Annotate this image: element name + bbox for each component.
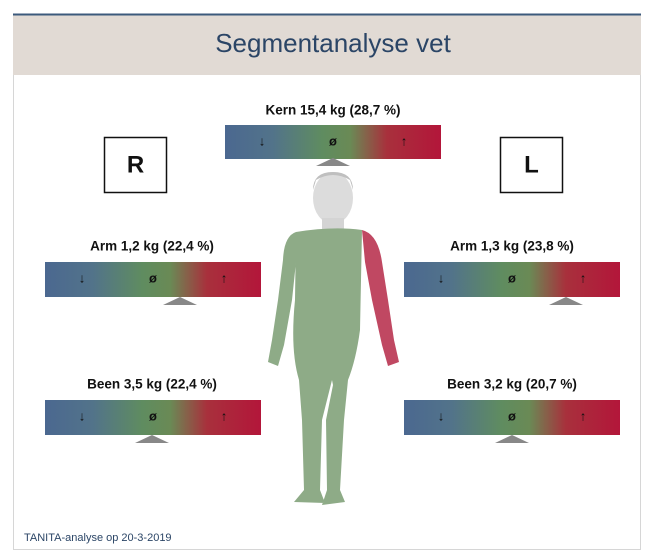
gauge-bar	[404, 262, 620, 297]
gauge-symbol: ø	[329, 133, 337, 148]
gauge-bar	[45, 400, 261, 435]
gauge-bar	[404, 400, 620, 435]
gauge-symbol: ↓	[79, 270, 86, 285]
side-box	[499, 136, 564, 194]
segment-label: Been 3,5 kg (22,4 %)	[87, 377, 217, 392]
title: Segmentanalyse vet	[215, 28, 451, 58]
gauge-symbol: ø	[149, 408, 157, 423]
gauge-symbol: ø	[508, 408, 516, 423]
gauge: Arm 1,3 kg (23,8 %) ↓ ø ↑	[404, 239, 620, 305]
gauge: Been 3,2 kg (20,7 %) ↓ ø ↑	[404, 377, 620, 443]
gauge-symbol: ø	[149, 270, 157, 285]
gauge: Kern 15,4 kg (28,7 %) ↓ ø ↑	[225, 103, 441, 166]
gauge-symbol: ↓	[438, 408, 445, 423]
gauge-bar	[225, 125, 441, 159]
side-label: R	[127, 151, 144, 178]
gauge-symbol: ↓	[79, 408, 86, 423]
gauge-symbol: ↑	[580, 408, 587, 423]
side-box	[103, 136, 168, 194]
side-label: L	[524, 151, 539, 178]
segment-label: Been 3,2 kg (20,7 %)	[447, 377, 577, 392]
body-figure	[268, 172, 399, 505]
gauge-symbol: ↑	[221, 270, 228, 285]
gauge-bar	[45, 262, 261, 297]
segment-label: Arm 1,3 kg (23,8 %)	[450, 239, 574, 254]
header-band	[13, 15, 641, 75]
gauge-marker	[316, 158, 350, 166]
footer: TANITA-analyse op 20-3-2019	[24, 532, 172, 544]
gauge-symbol: ↑	[580, 270, 587, 285]
gauge: Been 3,5 kg (22,4 %) ↓ ø ↑	[45, 377, 261, 443]
segment-label: Kern 15,4 kg (28,7 %)	[265, 103, 400, 118]
gauge-marker	[495, 435, 529, 443]
gauge-marker	[549, 297, 583, 305]
gauge-marker	[135, 435, 169, 443]
segment-label: Arm 1,2 kg (22,4 %)	[90, 239, 214, 254]
gauge-symbol: ↓	[438, 270, 445, 285]
gauge-marker	[163, 297, 197, 305]
gauge: Arm 1,2 kg (22,4 %) ↓ ø ↑	[45, 239, 261, 305]
gauge-symbol: ø	[508, 270, 516, 285]
gauge-symbol: ↑	[401, 133, 408, 148]
gauge-symbol: ↓	[259, 133, 266, 148]
gauge-symbol: ↑	[221, 408, 228, 423]
